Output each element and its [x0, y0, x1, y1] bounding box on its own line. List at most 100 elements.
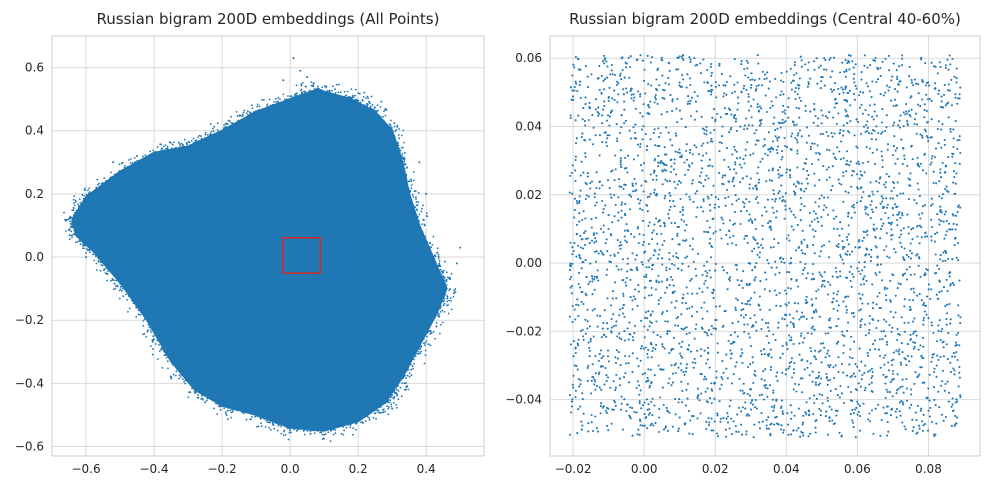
- scatter-point: [369, 105, 372, 108]
- scatter-point: [200, 139, 203, 142]
- scatter-point: [932, 65, 936, 68]
- scatter-point: [886, 255, 889, 258]
- scatter-point: [685, 326, 688, 329]
- scatter-point: [667, 76, 670, 79]
- scatter-point: [758, 77, 761, 80]
- scatter-point: [947, 68, 950, 71]
- scatter-point: [895, 349, 898, 352]
- scatter-point: [117, 174, 120, 176]
- scatter-point: [909, 172, 912, 175]
- scatter-point: [650, 321, 653, 324]
- scatter-point: [687, 410, 690, 413]
- scatter-point: [881, 60, 884, 63]
- scatter-point: [675, 68, 678, 71]
- scatter-point: [864, 205, 867, 208]
- scatter-point: [625, 87, 628, 90]
- scatter-point: [769, 150, 772, 153]
- scatter-point: [621, 56, 624, 59]
- scatter-point: [869, 181, 872, 184]
- scatter-point: [761, 70, 764, 73]
- scatter-point: [605, 335, 608, 338]
- scatter-point: [334, 429, 337, 431]
- scatter-point: [677, 401, 680, 404]
- scatter-point: [824, 415, 827, 418]
- scatter-point: [805, 295, 808, 298]
- scatter-point: [616, 335, 619, 338]
- scatter-point: [441, 291, 444, 294]
- scatter-point: [864, 212, 867, 215]
- scatter-point: [912, 287, 915, 290]
- scatter-point: [820, 216, 823, 219]
- scatter-point: [603, 131, 606, 134]
- scatter-point: [800, 359, 803, 362]
- scatter-point: [934, 87, 937, 90]
- scatter-point: [345, 426, 348, 429]
- scatter-point: [833, 82, 837, 85]
- y-tick-label: −0.4: [15, 376, 44, 390]
- scatter-point: [608, 124, 611, 127]
- scatter-point: [706, 141, 709, 144]
- scatter-point: [803, 205, 806, 208]
- scatter-point: [768, 329, 771, 333]
- scatter-point: [835, 414, 838, 417]
- scatter-point: [325, 86, 327, 89]
- scatter-point: [774, 339, 777, 342]
- scatter-point: [576, 202, 579, 205]
- scatter-point: [68, 238, 71, 241]
- scatter-point: [810, 278, 813, 281]
- scatter-point: [871, 128, 875, 131]
- scatter-point: [661, 74, 664, 77]
- scatter-point: [163, 354, 166, 356]
- scatter-point: [247, 113, 249, 116]
- scatter-point: [782, 429, 785, 432]
- scatter-point: [572, 99, 575, 102]
- scatter-point: [702, 58, 705, 61]
- scatter-point: [832, 422, 835, 426]
- scatter-point: [777, 136, 781, 139]
- scatter-point: [730, 433, 734, 436]
- scatter-point: [770, 179, 774, 182]
- scatter-point: [634, 107, 637, 110]
- scatter-point: [575, 232, 578, 235]
- scatter-point: [745, 433, 748, 436]
- scatter-point: [430, 314, 433, 317]
- scatter-point: [767, 262, 770, 265]
- scatter-point: [310, 84, 313, 87]
- scatter-point: [915, 202, 918, 205]
- scatter-point: [631, 352, 634, 355]
- scatter-point: [764, 383, 768, 386]
- scatter-point: [728, 427, 731, 430]
- scatter-point: [670, 301, 673, 304]
- scatter-point: [926, 136, 929, 139]
- scatter-point: [881, 224, 884, 228]
- scatter-point: [254, 415, 257, 418]
- scatter-point: [949, 361, 952, 364]
- scatter-point: [258, 105, 261, 108]
- scatter-point: [907, 232, 910, 235]
- scatter-point: [347, 96, 349, 99]
- scatter-point: [597, 114, 600, 117]
- scatter-point: [941, 327, 944, 331]
- scatter-point: [801, 272, 804, 276]
- scatter-point: [741, 406, 744, 409]
- scatter-point: [795, 249, 798, 252]
- scatter-point: [811, 380, 814, 383]
- scatter-point: [156, 146, 159, 149]
- scatter-point: [870, 200, 873, 203]
- scatter-point: [316, 87, 319, 90]
- scatter-point: [591, 114, 594, 117]
- scatter-point: [660, 280, 663, 283]
- scatter-point: [863, 266, 866, 269]
- scatter-point: [944, 233, 947, 237]
- scatter-point: [926, 120, 929, 124]
- scatter-point: [934, 65, 937, 68]
- scatter-point: [638, 400, 641, 403]
- scatter-point: [133, 163, 136, 166]
- scatter-point: [307, 425, 309, 428]
- scatter-point: [790, 88, 793, 91]
- scatter-point: [808, 413, 811, 416]
- scatter-point: [776, 139, 779, 142]
- scatter-point: [343, 90, 346, 93]
- scatter-point: [614, 404, 617, 407]
- scatter-point: [754, 143, 757, 146]
